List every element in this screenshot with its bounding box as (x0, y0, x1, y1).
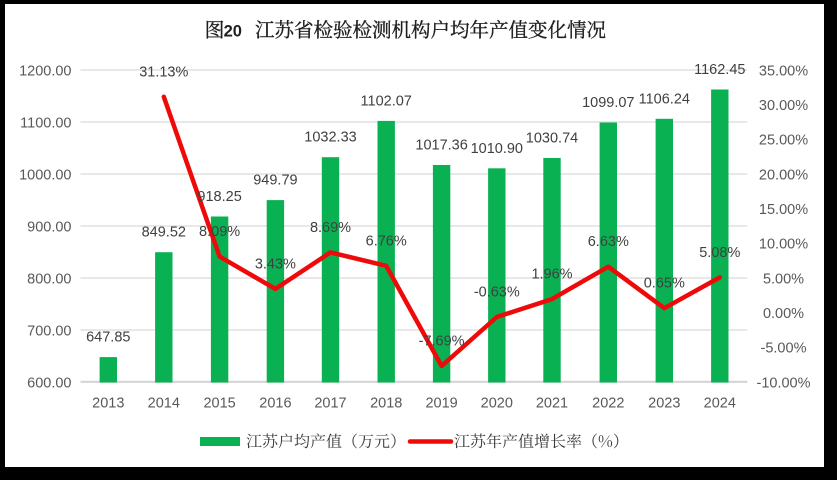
svg-text:700.00: 700.00 (27, 323, 71, 339)
svg-text:15.00%: 15.00% (759, 202, 808, 218)
svg-text:849.52: 849.52 (142, 225, 186, 241)
svg-text:1032.33: 1032.33 (304, 130, 356, 146)
svg-text:6.76%: 6.76% (366, 233, 407, 249)
svg-text:10.00%: 10.00% (759, 237, 808, 253)
svg-text:1200.00: 1200.00 (19, 63, 71, 79)
svg-text:2019: 2019 (425, 395, 457, 411)
svg-text:2018: 2018 (370, 395, 402, 411)
svg-text:5.00%: 5.00% (763, 271, 804, 287)
svg-text:-5.00%: -5.00% (761, 341, 807, 357)
svg-text:2013: 2013 (92, 395, 124, 411)
svg-text:江苏年产值增长率（%）: 江苏年产值增长率（%） (454, 429, 629, 452)
svg-text:2023: 2023 (648, 395, 680, 411)
svg-text:647.85: 647.85 (86, 330, 130, 346)
svg-text:900.00: 900.00 (27, 219, 71, 235)
svg-text:2020: 2020 (481, 395, 513, 411)
svg-text:25.00%: 25.00% (759, 133, 808, 149)
svg-text:2015: 2015 (203, 395, 235, 411)
svg-text:图: 图 (205, 14, 225, 43)
svg-text:35.00%: 35.00% (759, 63, 808, 79)
svg-text:918.25: 918.25 (197, 189, 241, 205)
svg-text:3.43%: 3.43% (255, 256, 296, 272)
svg-text:8.69%: 8.69% (310, 220, 351, 236)
svg-text:2021: 2021 (536, 395, 568, 411)
svg-text:2022: 2022 (592, 395, 624, 411)
svg-text:31.13%: 31.13% (139, 64, 188, 80)
svg-text:0.65%: 0.65% (644, 276, 685, 292)
svg-text:1106.24: 1106.24 (639, 91, 690, 107)
svg-text:-0.63%: -0.63% (474, 285, 520, 301)
svg-text:-7.69%: -7.69% (419, 334, 465, 350)
svg-text:1099.07: 1099.07 (582, 95, 634, 111)
svg-text:800.00: 800.00 (27, 271, 71, 287)
svg-text:8.09%: 8.09% (199, 224, 240, 240)
svg-text:1.96%: 1.96% (531, 267, 572, 283)
svg-text:30.00%: 30.00% (759, 98, 808, 114)
svg-text:2016: 2016 (259, 395, 291, 411)
svg-text:江苏户均产值（万元）: 江苏户均产值（万元） (246, 429, 406, 452)
svg-text:2024: 2024 (704, 395, 736, 411)
svg-text:江苏省检验检测机构户均年产值变化情况: 江苏省检验检测机构户均年产值变化情况 (255, 14, 606, 43)
svg-text:600.00: 600.00 (27, 375, 71, 391)
svg-text:2014: 2014 (148, 395, 180, 411)
svg-text:1010.90: 1010.90 (471, 141, 523, 157)
svg-text:1030.74: 1030.74 (526, 131, 578, 147)
svg-text:5.08%: 5.08% (699, 245, 740, 261)
svg-text:1000.00: 1000.00 (19, 167, 71, 183)
svg-text:949.79: 949.79 (253, 173, 297, 189)
svg-text:2017: 2017 (314, 395, 346, 411)
svg-text:0.00%: 0.00% (763, 306, 804, 322)
svg-text:6.63%: 6.63% (588, 234, 629, 250)
svg-text:1162.45: 1162.45 (694, 62, 745, 78)
svg-text:1102.07: 1102.07 (361, 93, 412, 109)
svg-text:1017.36: 1017.36 (415, 138, 467, 154)
svg-text:1100.00: 1100.00 (20, 115, 71, 131)
svg-text:-10.00%: -10.00% (756, 375, 810, 391)
svg-text:20: 20 (224, 22, 242, 40)
svg-text:20.00%: 20.00% (759, 167, 808, 183)
